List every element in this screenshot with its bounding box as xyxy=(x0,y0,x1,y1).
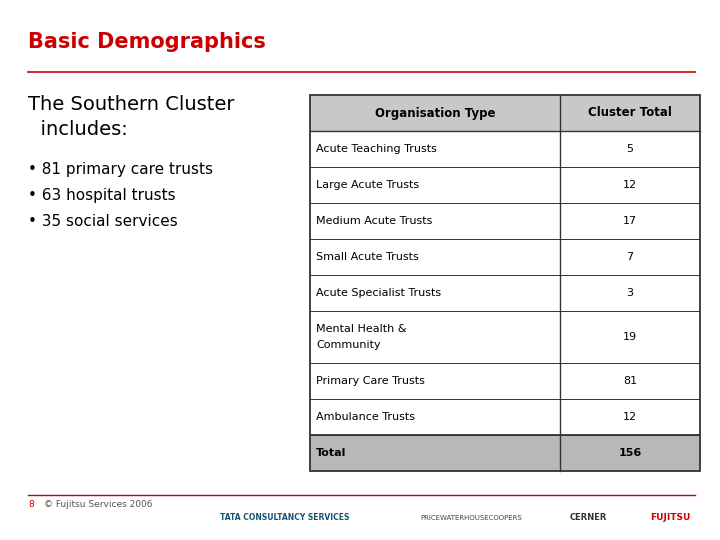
Text: Total: Total xyxy=(316,448,346,458)
Text: Basic Demographics: Basic Demographics xyxy=(28,32,266,52)
Text: 81: 81 xyxy=(623,376,637,386)
Bar xyxy=(310,239,700,275)
Text: Community: Community xyxy=(316,340,381,350)
Text: PRICEWATERHOUSECOOPERS: PRICEWATERHOUSECOOPERS xyxy=(420,515,522,521)
Text: Acute Specialist Trusts: Acute Specialist Trusts xyxy=(316,288,441,298)
Text: 7: 7 xyxy=(626,252,634,262)
Text: includes:: includes: xyxy=(28,120,127,139)
Text: 19: 19 xyxy=(623,332,637,342)
Bar xyxy=(310,275,700,311)
Text: Acute Teaching Trusts: Acute Teaching Trusts xyxy=(316,144,437,154)
Text: 12: 12 xyxy=(623,180,637,190)
Bar xyxy=(310,131,700,167)
Text: Organisation Type: Organisation Type xyxy=(374,106,495,119)
Text: 8: 8 xyxy=(28,500,34,509)
Text: Cluster Total: Cluster Total xyxy=(588,106,672,119)
Text: The Southern Cluster: The Southern Cluster xyxy=(28,95,235,114)
Text: Ambulance Trusts: Ambulance Trusts xyxy=(316,412,415,422)
Text: Primary Care Trusts: Primary Care Trusts xyxy=(316,376,425,386)
Text: Small Acute Trusts: Small Acute Trusts xyxy=(316,252,419,262)
Text: • 35 social services: • 35 social services xyxy=(28,214,178,229)
Text: 17: 17 xyxy=(623,216,637,226)
Text: • 81 primary care trusts: • 81 primary care trusts xyxy=(28,162,213,177)
Text: Medium Acute Trusts: Medium Acute Trusts xyxy=(316,216,433,226)
Bar xyxy=(310,399,700,435)
Text: 156: 156 xyxy=(618,448,642,458)
Text: 12: 12 xyxy=(623,412,637,422)
Text: © Fujitsu Services 2006: © Fujitsu Services 2006 xyxy=(44,500,153,509)
Text: FUJITSU: FUJITSU xyxy=(650,514,690,523)
Bar xyxy=(310,435,700,471)
Text: 3: 3 xyxy=(626,288,634,298)
Bar xyxy=(310,95,700,471)
Text: 5: 5 xyxy=(626,144,634,154)
Text: CERNER: CERNER xyxy=(570,514,608,523)
Text: Mental Health &: Mental Health & xyxy=(316,324,407,334)
Bar xyxy=(310,363,700,399)
Text: TATA CONSULTANCY SERVICES: TATA CONSULTANCY SERVICES xyxy=(220,514,349,523)
Text: Large Acute Trusts: Large Acute Trusts xyxy=(316,180,419,190)
Text: • 63 hospital trusts: • 63 hospital trusts xyxy=(28,188,176,203)
Bar xyxy=(310,167,700,203)
Bar xyxy=(310,203,700,239)
Bar xyxy=(310,95,700,131)
Bar xyxy=(310,311,700,363)
